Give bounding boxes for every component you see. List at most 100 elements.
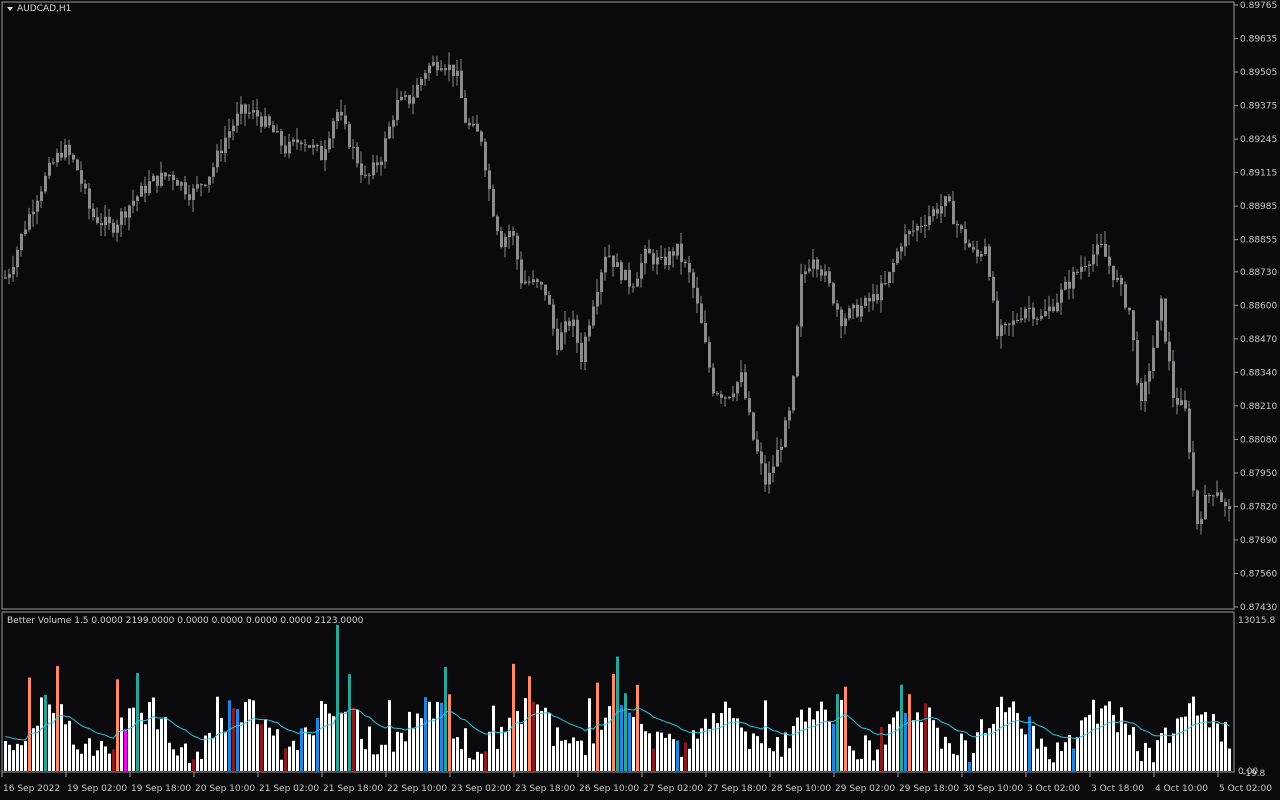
volume-bar <box>964 740 967 771</box>
volume-bar <box>920 722 923 771</box>
volume-bar <box>376 754 379 771</box>
candle-body <box>144 185 147 194</box>
candle-body <box>1204 495 1207 520</box>
candle-body <box>744 372 747 399</box>
volume-bar <box>212 737 215 771</box>
volume-bar <box>308 734 311 771</box>
candle-body <box>28 214 31 230</box>
volume-bar <box>600 729 603 771</box>
time-tick-label: 21 Sep 18:00 <box>323 784 383 794</box>
candle-body <box>568 321 571 326</box>
volume-bar <box>1164 727 1167 771</box>
volume-bar <box>844 686 847 771</box>
candle-body <box>580 342 583 363</box>
time-tick-label: 29 Sep 18:00 <box>899 784 959 794</box>
candle-body <box>1124 284 1127 308</box>
candle-body <box>1012 320 1015 325</box>
candle-body <box>36 200 39 212</box>
candle-body <box>332 121 335 139</box>
candle-body <box>140 185 143 197</box>
volume-bar <box>4 741 7 771</box>
volume-bar <box>524 698 527 771</box>
volume-bar <box>276 729 279 771</box>
candle-body <box>1160 298 1163 321</box>
candle-body <box>1096 244 1099 255</box>
candle-body <box>1224 501 1227 507</box>
candle-body <box>588 325 591 337</box>
volume-bar <box>744 731 747 771</box>
candle-body <box>176 180 179 186</box>
volume-bar <box>620 705 623 771</box>
volume-bar <box>672 739 675 771</box>
volume-bar <box>1168 743 1171 771</box>
candle-body <box>1100 243 1103 245</box>
candle-body <box>840 309 843 326</box>
time-tick-label: 27 Sep 18:00 <box>707 784 767 794</box>
volume-bar <box>460 749 463 771</box>
volume-bar <box>860 758 863 771</box>
candle-body <box>904 234 907 247</box>
candle-body <box>800 274 803 327</box>
candle-body <box>468 122 471 126</box>
volume-bar <box>1068 734 1071 771</box>
candle-body <box>1188 408 1191 453</box>
volume-bar <box>808 707 811 771</box>
volume-bar <box>384 744 387 771</box>
candle-body <box>404 95 407 97</box>
candle-body <box>92 208 95 218</box>
candle-body <box>896 251 899 264</box>
candle-body <box>604 256 607 273</box>
volume-bar <box>1152 762 1155 771</box>
volume-bar <box>1144 742 1147 771</box>
volume-bar <box>556 727 559 771</box>
candle-body <box>884 283 887 285</box>
candle-body <box>928 216 931 225</box>
volume-bar <box>1036 748 1039 771</box>
candle-body <box>856 304 859 317</box>
candle-body <box>668 251 671 266</box>
candle-body <box>1068 281 1071 289</box>
candle-body <box>916 225 919 231</box>
candle-body <box>200 184 203 186</box>
volume-bar <box>804 721 807 771</box>
candle-body <box>960 225 963 230</box>
volume-bar <box>1200 714 1203 771</box>
volume-bar <box>456 737 459 771</box>
candle-body <box>464 98 467 123</box>
candle-body <box>440 68 443 71</box>
volume-bar <box>1140 761 1143 771</box>
candle-body <box>436 62 439 71</box>
price-tick-label: 0.89375 <box>1240 102 1277 112</box>
volume-bar <box>416 713 419 771</box>
volume-bar <box>648 733 651 771</box>
volume-min-label: 0.00 <box>1238 767 1258 777</box>
candle-body <box>40 191 43 201</box>
candle-body <box>328 138 331 150</box>
volume-bar <box>236 709 239 771</box>
candle-body <box>592 306 595 326</box>
volume-bar <box>588 698 591 771</box>
volume-bar <box>796 717 799 771</box>
candle-body <box>260 116 263 127</box>
candle-body <box>804 271 807 275</box>
volume-bar <box>1156 740 1159 771</box>
volume-bar <box>1056 742 1059 771</box>
volume-bar <box>436 701 439 771</box>
volume-bar <box>272 735 275 771</box>
dropdown-triangle-icon[interactable] <box>7 6 13 11</box>
volume-bar <box>508 717 511 771</box>
volume-bar <box>316 717 319 771</box>
candle-body <box>1036 318 1039 320</box>
volume-bar <box>1228 748 1231 771</box>
volume-bar <box>12 750 15 771</box>
volume-bar <box>360 738 363 771</box>
volume-bar <box>240 722 243 771</box>
volume-bar <box>948 743 951 771</box>
volume-bar <box>1020 728 1023 771</box>
volume-bar <box>404 741 407 771</box>
candle-body <box>1128 307 1131 311</box>
volume-bar <box>1216 723 1219 771</box>
candle-body <box>752 412 755 440</box>
price-tick-label: 0.88985 <box>1240 202 1277 212</box>
